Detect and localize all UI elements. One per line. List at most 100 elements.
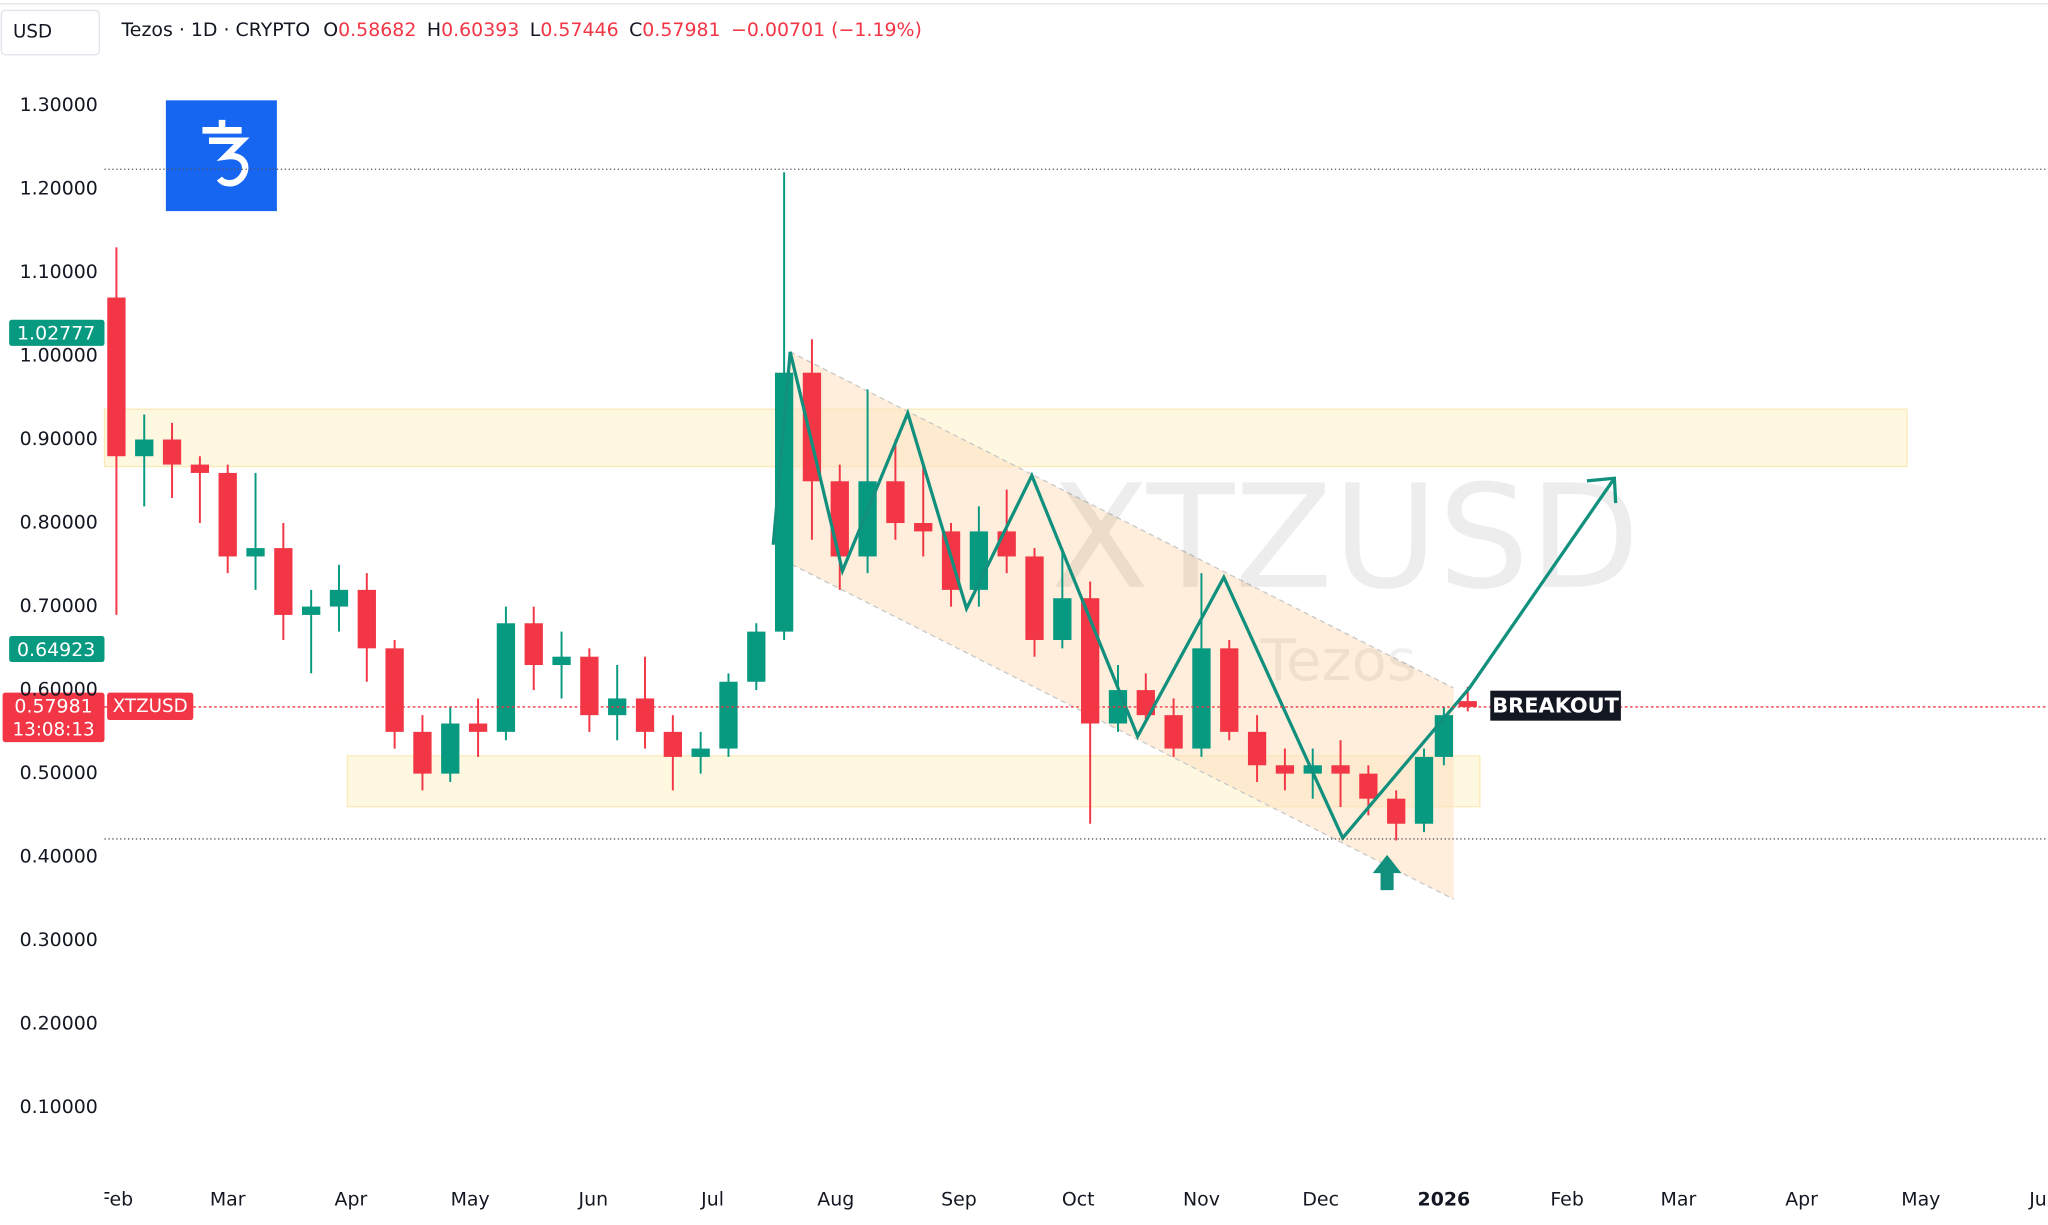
channel-edge <box>789 351 1455 689</box>
candle-body <box>802 372 822 482</box>
candle-body <box>1220 648 1239 732</box>
candle-body <box>1053 598 1072 640</box>
breakout-box <box>1490 690 1621 721</box>
candle-body <box>1275 765 1295 774</box>
candle-body <box>274 548 293 615</box>
y-tick-label: 0.40000 <box>20 846 98 868</box>
candle-body <box>1359 773 1378 799</box>
header: Tezos · 1D · CRYPTO O0.58682 H0.60393 L0.57… <box>120 18 921 40</box>
logo-icon <box>202 119 250 187</box>
candle-body <box>468 723 488 732</box>
x-tick-label: Feb <box>1550 1189 1584 1211</box>
x-tick-label: Aug <box>817 1189 854 1211</box>
watermark: XTZUSD <box>1051 454 1640 621</box>
y-tick-label: 1.10000 <box>20 261 98 283</box>
x-tick-label: 2026 <box>1418 1189 1471 1211</box>
ohlc-label: C <box>629 18 642 40</box>
candle-body <box>1164 715 1183 749</box>
candle-body <box>1387 798 1406 824</box>
currency-box[interactable] <box>0 9 100 56</box>
y-tick-label: 0.60000 <box>20 679 98 701</box>
candle-body <box>218 472 237 557</box>
candle-body <box>1458 701 1477 707</box>
change: −0.00701 (−1.19%) <box>731 18 922 40</box>
last-price-box <box>2 692 105 743</box>
y-tick-label: 0.80000 <box>20 512 98 534</box>
ohlc-label: L <box>530 18 541 40</box>
last-price-label: 0.57981 <box>14 695 92 717</box>
ohlc-value: 0.58682 <box>338 18 416 40</box>
x-tick-label: Jun <box>2028 1189 2048 1211</box>
candle-body <box>107 297 126 457</box>
symbol-tag-label: XTZUSD <box>113 696 188 717</box>
candle-body <box>190 464 210 473</box>
ohlc-value: 0.60393 <box>441 18 519 40</box>
y-tick-label: 0.70000 <box>20 595 98 617</box>
x-tick-label: Oct <box>1062 1189 1095 1211</box>
x-tick-label: May <box>1901 1189 1940 1211</box>
candle-body <box>1192 648 1211 749</box>
candle-body <box>496 623 516 732</box>
up-arrow <box>1372 854 1402 891</box>
countdown: 13:08:13 <box>13 719 95 740</box>
y-tick-label: 0.30000 <box>20 929 98 951</box>
candle-body <box>162 439 182 465</box>
logo <box>165 100 277 212</box>
candle-body <box>329 589 349 607</box>
candle-body <box>385 648 404 732</box>
x-tick-label: Dec <box>1302 1189 1339 1211</box>
candle-body <box>552 656 571 666</box>
symbol-tag <box>107 692 194 720</box>
price-label: 1.02777 <box>17 323 95 345</box>
x-tick-label: Nov <box>1183 1189 1220 1211</box>
y-tick-label: 1.30000 <box>20 94 98 116</box>
candle-body <box>441 723 460 774</box>
y-tick-label: 0.50000 <box>20 762 98 784</box>
candle-body <box>1136 690 1155 716</box>
candle-body <box>302 606 321 615</box>
candle-body <box>635 698 655 732</box>
y-tick-label: 0.20000 <box>20 1013 98 1035</box>
breakout-label: BREAKOUT <box>1492 693 1619 717</box>
x-tick-label: Apr <box>335 1189 368 1211</box>
x-axis: Feb Mar Apr May Jun Jul Aug Sep Oct Nov Dec 2026 Feb… <box>100 1189 2048 1211</box>
candle-body <box>1247 731 1267 766</box>
price-label-box <box>9 319 105 346</box>
ohlc-value: 0.57981 <box>642 18 720 40</box>
x-tick-label: Feb <box>100 1189 134 1211</box>
price-label-box <box>9 635 105 663</box>
candle-body <box>997 531 1016 557</box>
x-tick-label: Sep <box>941 1189 977 1211</box>
candle-body <box>1331 765 1350 774</box>
x-tick-label: Jul <box>700 1189 724 1211</box>
candle-body <box>413 731 432 774</box>
ohlc-value: 0.57446 <box>540 18 618 40</box>
ohlc-label: H <box>427 18 441 40</box>
y-tick-label: 1.00000 <box>20 345 98 367</box>
candle-body <box>246 548 265 557</box>
candle-body <box>580 656 599 716</box>
x-tick-label: Jun <box>578 1189 609 1211</box>
candle-body <box>524 623 543 666</box>
pattern-line <box>771 351 1616 841</box>
y-tick-label: 1.20000 <box>20 177 98 199</box>
price-label: 0.64923 <box>17 639 95 661</box>
y-tick-label: 0.90000 <box>20 428 98 450</box>
candle-body <box>691 748 710 757</box>
candle-body <box>914 523 933 532</box>
candle-body <box>774 372 794 632</box>
candle-body <box>1434 715 1454 757</box>
ohlc-label: O <box>323 18 338 40</box>
symbol: Tezos · 1D · CRYPTO <box>120 18 310 40</box>
y-tick-label: 0.10000 <box>20 1096 98 1118</box>
channel <box>783 351 1454 900</box>
x-tick-label: Apr <box>1785 1189 1818 1211</box>
candle-body <box>1025 556 1044 640</box>
currency[interactable]: USD <box>13 22 52 43</box>
x-tick-label: May <box>451 1189 490 1211</box>
candle-body <box>719 681 738 749</box>
candle-body <box>135 439 154 457</box>
x-tick-label: Mar <box>210 1189 246 1211</box>
